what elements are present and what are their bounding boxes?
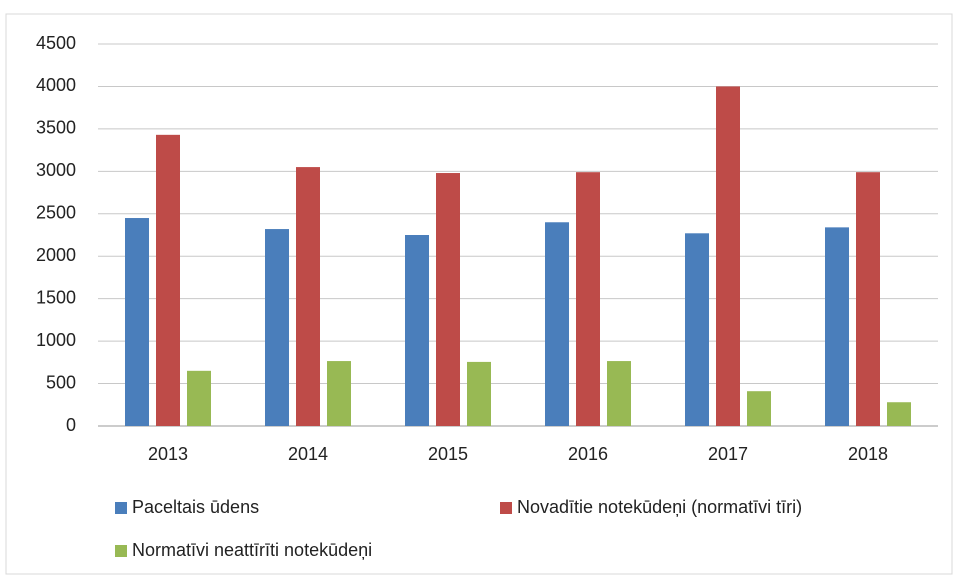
x-tick-label: 2016 [568,444,608,464]
bar [747,391,771,426]
bar [467,361,491,426]
bar [436,173,460,426]
bar [125,218,149,426]
legend-swatch [115,545,127,557]
legend-swatch [500,502,512,514]
bar [296,167,320,427]
x-tick-label: 2013 [148,444,188,464]
legend-label: Paceltais ūdens [132,497,259,517]
bar [607,361,631,426]
y-tick-label: 2500 [36,203,76,223]
y-tick-label: 1000 [36,330,76,350]
bar [716,86,740,426]
y-tick-label: 2000 [36,245,76,265]
x-tick-label: 2017 [708,444,748,464]
bar [856,172,880,426]
bar [545,222,569,426]
bar [825,227,849,426]
y-tick-label: 500 [46,372,76,392]
y-tick-label: 3500 [36,118,76,138]
bar [327,361,351,426]
y-tick-label: 4500 [36,33,76,53]
bar [187,370,211,426]
y-tick-label: 0 [66,415,76,435]
bar [405,235,429,426]
bar [156,134,180,426]
x-tick-label: 2018 [848,444,888,464]
legend-label: Normatīvi neattīrīti notekūdeņi [132,540,372,560]
y-tick-label: 3000 [36,160,76,180]
x-tick-label: 2014 [288,444,328,464]
y-tick-label: 1500 [36,287,76,307]
bar [576,172,600,426]
legend-swatch [115,502,127,514]
bar [887,402,911,426]
y-tick-label: 4000 [36,75,76,95]
bar [685,233,709,426]
x-tick-label: 2015 [428,444,468,464]
legend-label: Novadītie notekūdeņi (normatīvi tīri) [517,497,802,517]
bar [265,229,289,426]
